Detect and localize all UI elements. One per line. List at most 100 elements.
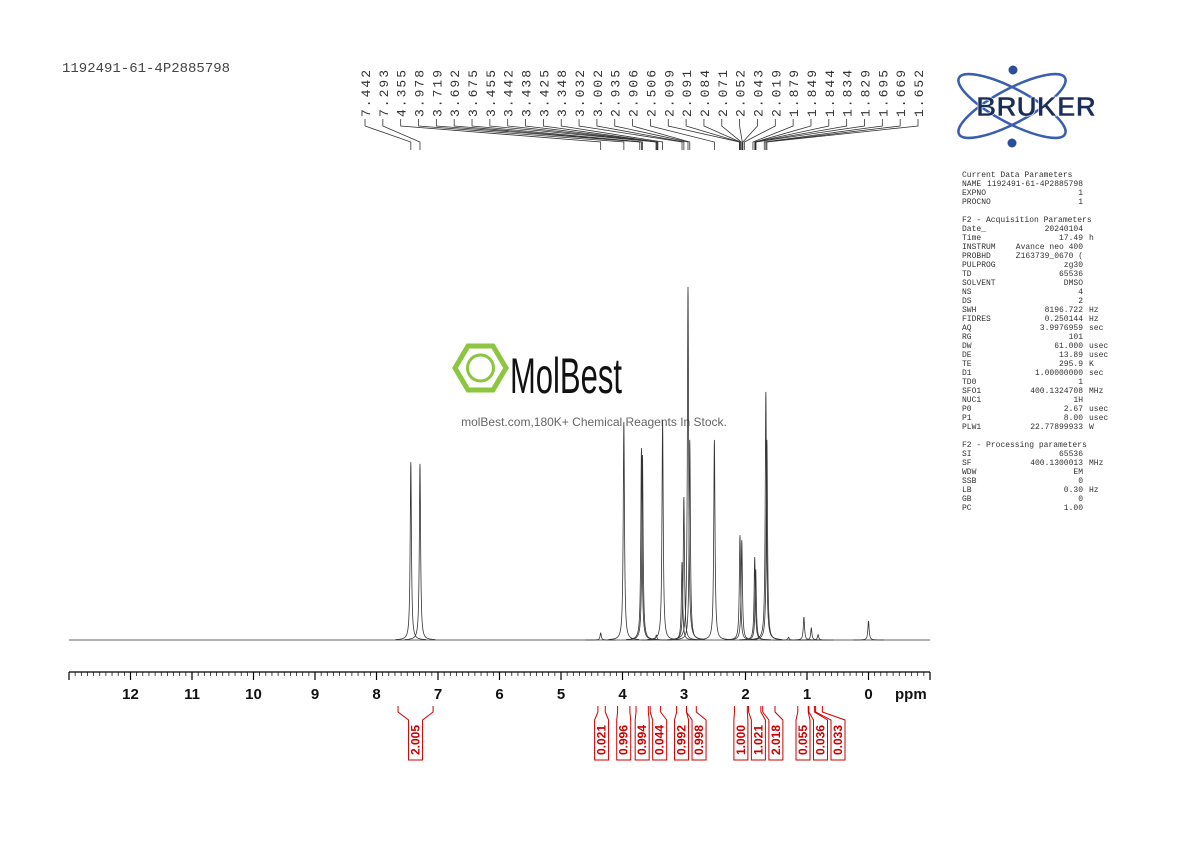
parameter-value: 0.250144	[1045, 315, 1084, 324]
parameter-unit: usec	[1089, 342, 1108, 351]
parameter-value: 65536	[1059, 270, 1083, 279]
parameter-unit: sec	[1089, 369, 1104, 378]
parameter-value: 1.00000000	[1035, 369, 1083, 378]
peak-label-connector	[766, 119, 919, 150]
peak-label: 1.652	[912, 68, 927, 117]
parameter-value: 1.00	[1064, 504, 1083, 513]
parameter-key: SI	[962, 450, 972, 459]
parameter-value: 8196.722	[1045, 306, 1084, 315]
parameter-value: DMSO	[1064, 279, 1083, 288]
integral-label: 0.055	[796, 725, 810, 755]
peak-label: 3.675	[466, 68, 481, 117]
peak-label: 3.978	[413, 68, 428, 117]
parameter-value: 1	[1078, 189, 1083, 198]
parameter-value: Avance neo 400	[1016, 243, 1083, 252]
x-tick-label: 10	[245, 686, 262, 703]
integral-label: 0.036	[814, 725, 828, 755]
parameter-value: 65536	[1059, 450, 1083, 459]
peak-label-connector	[489, 119, 657, 150]
peak-label: 1.849	[805, 68, 820, 117]
parameter-key: DS	[962, 297, 972, 306]
integral-bracket	[397, 706, 434, 761]
peak-label: 3.425	[537, 68, 552, 117]
parameter-value: 1H	[1073, 396, 1083, 405]
peak	[802, 634, 834, 641]
parameter-section-title: Current Data Parameters	[962, 171, 1073, 180]
peak	[751, 439, 783, 640]
peak-label: 3.455	[484, 68, 499, 117]
integral-bracket	[762, 706, 784, 761]
parameter-key: SFO1	[962, 387, 981, 396]
peak-label-connector	[703, 119, 741, 150]
peak-label: 2.506	[644, 68, 659, 117]
parameter-value: 0	[1078, 477, 1083, 486]
peak-label: 2.906	[627, 68, 642, 117]
peak-label-connector	[364, 119, 412, 150]
peak-label: 7.293	[377, 68, 392, 117]
x-tick-label: 3	[680, 686, 688, 703]
peak-label-connector	[752, 119, 794, 150]
integral-bracket	[634, 706, 650, 761]
parameter-key: Time	[962, 234, 981, 243]
peak	[853, 620, 884, 641]
parameter-unit: W	[1089, 423, 1094, 432]
parameter-key: GB	[962, 495, 972, 504]
parameter-key: Date_	[962, 225, 986, 234]
parameter-unit: Hz	[1089, 306, 1099, 315]
logo-orbit	[957, 72, 1067, 140]
integral-label: 0.021	[595, 725, 609, 755]
peak-label-connector	[755, 119, 865, 150]
logo-text: BRUKER	[976, 91, 1096, 122]
peak-label-connector	[763, 119, 883, 150]
parameter-value: 3.9976959	[1040, 324, 1083, 333]
parameter-value: 2	[1078, 297, 1083, 306]
parameter-key: FIDRES	[962, 315, 991, 324]
parameter-value: 61.000	[1054, 342, 1083, 351]
integral-bracket	[795, 706, 811, 761]
peak-label-connector	[667, 119, 740, 150]
parameter-key: SSB	[962, 477, 977, 486]
parameter-key: PC	[962, 504, 972, 513]
peak-label: 2.935	[609, 68, 624, 117]
peak-label: 4.355	[395, 68, 410, 117]
parameter-key: SOLVENT	[962, 279, 996, 288]
peak	[698, 439, 730, 640]
parameter-value: 17.49	[1059, 234, 1083, 243]
parameter-value: Z163739_0670 (	[1016, 252, 1083, 261]
peak-label: 2.052	[734, 68, 749, 117]
parameter-key: INSTRUM	[962, 243, 996, 252]
parameter-key: PULPROG	[962, 261, 996, 270]
peak-label-connector	[560, 119, 663, 150]
parameter-unit: usec	[1089, 351, 1108, 360]
peak-label-connector	[542, 119, 659, 150]
sample-id: 1192491-61-4P2885798	[62, 61, 230, 77]
parameter-key: NAME	[962, 180, 981, 189]
watermark-ring	[466, 353, 495, 383]
parameter-value: 22.77899933	[1030, 423, 1083, 432]
integral-label: 0.033	[831, 725, 845, 755]
peak-label: 3.442	[502, 68, 517, 117]
parameter-value: 0.30	[1064, 486, 1083, 495]
peak-label-connector	[435, 119, 641, 150]
integral-bracket	[616, 706, 632, 761]
parameter-value: 20240104	[1045, 225, 1084, 234]
parameter-key: LB	[962, 486, 972, 495]
parameter-key: D1	[962, 369, 972, 378]
x-tick-label: 6	[495, 686, 503, 703]
parameter-key: NS	[962, 288, 972, 297]
x-tick-label: 7	[434, 686, 442, 703]
integral-bracket	[685, 706, 707, 761]
peak-label: 1.695	[876, 68, 891, 117]
watermark-brand: MolBest	[510, 347, 622, 403]
parameter-value: 8.00	[1064, 414, 1083, 423]
integral-label: 0.994	[635, 725, 649, 755]
peak	[640, 634, 672, 641]
x-axis-label: ppm	[895, 686, 927, 703]
peak-label: 3.032	[573, 68, 588, 117]
parameter-section-title: F2 - Acquisition Parameters	[962, 216, 1092, 225]
x-tick-label: 9	[311, 686, 319, 703]
parameter-unit: Hz	[1089, 486, 1099, 495]
peak-label: 3.348	[555, 68, 570, 117]
parameter-key: P0	[962, 405, 972, 414]
